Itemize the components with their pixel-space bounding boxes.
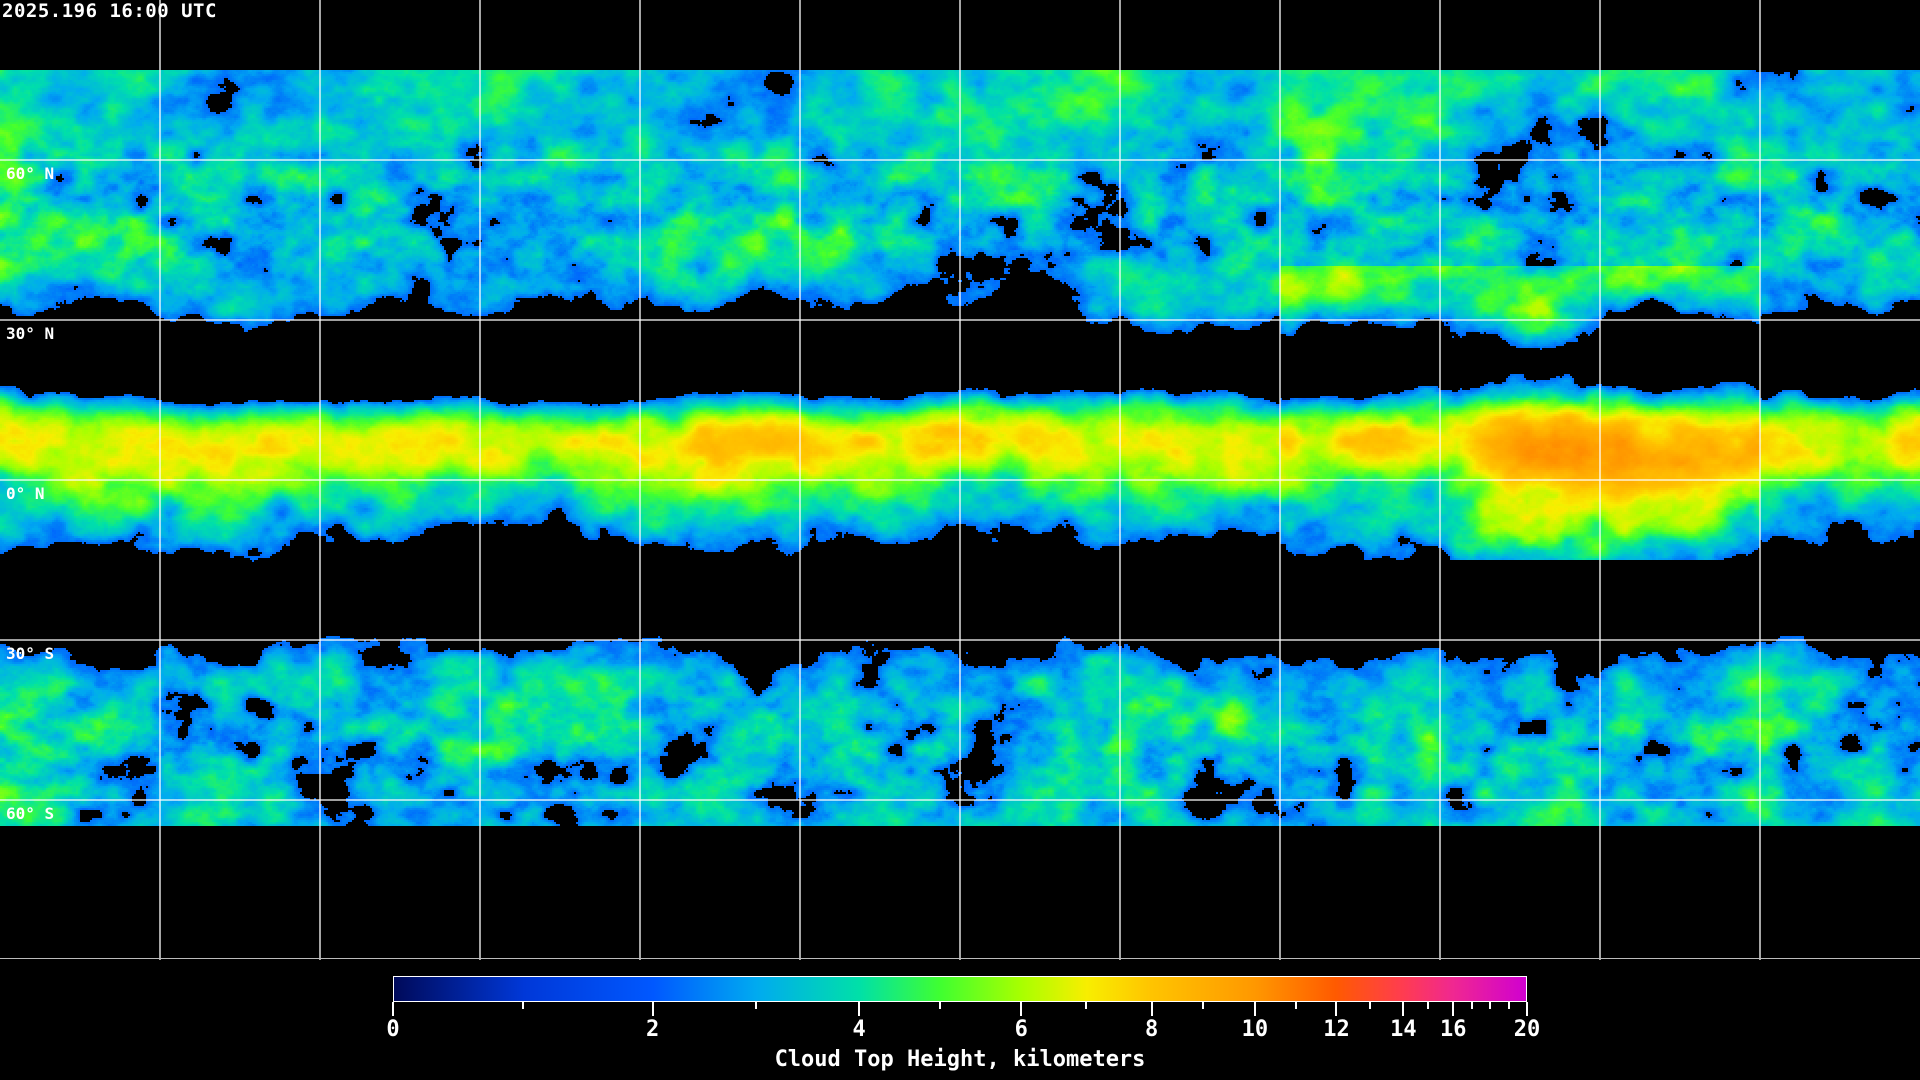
colorbar-tick-label: 20 bbox=[1513, 1017, 1541, 1042]
colorbar-minor-tick bbox=[1368, 1002, 1371, 1009]
colorbar-ticks: 0 2 4 6 8 10 12 14 16 20 bbox=[386, 1002, 1540, 1042]
latitude-label: 30° S bbox=[6, 644, 55, 663]
colorbar-major-tick bbox=[1150, 1002, 1153, 1016]
colorbar-major-tick bbox=[1526, 1002, 1528, 1016]
colorbar-major-tick bbox=[858, 1002, 861, 1016]
colorbar-minor-tick bbox=[1489, 1002, 1492, 1009]
colorbar-major-tick bbox=[1020, 1002, 1023, 1016]
colorbar-tick-label: 16 bbox=[1440, 1017, 1467, 1042]
colorbar-minor-tick bbox=[939, 1002, 942, 1009]
colorbar-tick-label: 4 bbox=[852, 1017, 866, 1042]
colorbar-minor-tick bbox=[1507, 1002, 1510, 1009]
colorbar-minor-tick bbox=[754, 1002, 757, 1009]
colorbar-tick-label: 12 bbox=[1323, 1017, 1350, 1042]
latitude-label: 60° N bbox=[6, 164, 55, 183]
colorbar-major-tick bbox=[392, 1002, 394, 1016]
colorbar-tick-label: 8 bbox=[1145, 1017, 1159, 1042]
colorbar-major-tick bbox=[1452, 1002, 1455, 1016]
colorbar-minor-tick bbox=[1470, 1002, 1473, 1009]
colorbar-tick-label: 6 bbox=[1014, 1017, 1028, 1042]
colorbar-minor-tick bbox=[1085, 1002, 1088, 1009]
latitude-label: 60° S bbox=[6, 804, 55, 823]
colorbar-major-tick bbox=[651, 1002, 654, 1016]
colorbar-tick-label: 0 bbox=[386, 1017, 400, 1042]
colorbar-title: Cloud Top Height, kilometers bbox=[774, 1047, 1146, 1072]
colorbar-minor-tick bbox=[1427, 1002, 1430, 1009]
colorbar-major-tick bbox=[1402, 1002, 1405, 1016]
colorbar-tick-label: 14 bbox=[1390, 1017, 1417, 1042]
colorbar-minor-tick bbox=[521, 1002, 524, 1009]
map-border bbox=[0, 958, 1920, 959]
colorbar bbox=[393, 976, 1527, 1002]
colorbar-major-tick bbox=[1253, 1002, 1256, 1016]
colorbar-tick-label: 2 bbox=[646, 1017, 660, 1042]
latitude-label: 0° N bbox=[6, 484, 45, 503]
latitude-label: 30° N bbox=[6, 324, 55, 343]
timestamp: 2025.196 16:00 UTC bbox=[2, 0, 217, 22]
colorbar-minor-tick bbox=[1202, 1002, 1205, 1009]
colorbar-tick-label: 10 bbox=[1241, 1017, 1269, 1042]
colorbar-minor-tick bbox=[1294, 1002, 1297, 1009]
colorbar-major-tick bbox=[1335, 1002, 1338, 1016]
map-gridlines bbox=[0, 0, 1920, 960]
